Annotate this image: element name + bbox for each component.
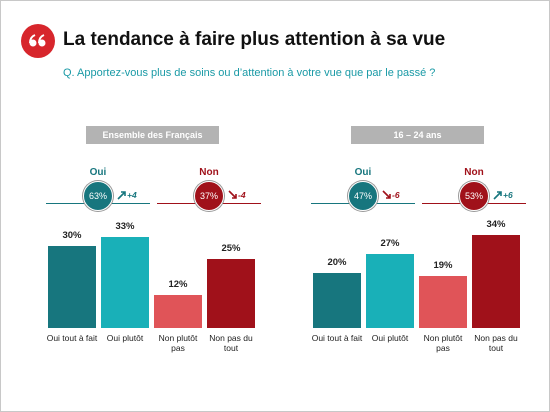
- panel-title: Ensemble des Français: [86, 126, 219, 144]
- value-label: 33%: [115, 221, 135, 233]
- bar: [48, 245, 96, 328]
- summary-badge: 53%: [459, 181, 489, 211]
- change-label: -4: [238, 190, 246, 200]
- bar: [154, 295, 202, 328]
- value-label: 25%: [221, 243, 241, 255]
- category-label: Oui plutôt: [106, 333, 144, 343]
- summary-label: Non: [464, 167, 484, 178]
- bar: [313, 273, 361, 328]
- value-label: 27%: [380, 237, 400, 249]
- value-label: 19%: [433, 259, 453, 271]
- category-label: Oui plutôt: [371, 333, 409, 343]
- category-label: Non pas du tout: [209, 333, 253, 353]
- summary-badge: 47%: [348, 181, 378, 211]
- change-arrow: [382, 190, 391, 199]
- summary-label: Non: [199, 167, 219, 178]
- change-label: +6: [503, 190, 513, 200]
- value-label: 20%: [327, 257, 347, 268]
- bar: [419, 275, 467, 328]
- category-label: Non pas du tout: [474, 333, 518, 353]
- change-arrow: [228, 190, 237, 199]
- panel-title: 16 – 24 ans: [351, 126, 484, 144]
- category-label: Oui tout à fait: [46, 333, 98, 343]
- category-label: Oui tout à fait: [311, 333, 363, 343]
- bar: [472, 234, 520, 328]
- change-arrow: [493, 191, 502, 200]
- value-label: 12%: [168, 279, 188, 290]
- summary-badge: 37%: [194, 181, 224, 211]
- change-label: -6: [392, 190, 400, 200]
- value-label: 30%: [62, 229, 82, 241]
- question: Q. Apportez-vous plus de soins ou d’atte…: [63, 67, 436, 79]
- value-label: 34%: [486, 218, 506, 230]
- bar: [366, 253, 414, 328]
- change-label: +4: [127, 190, 137, 200]
- bar: [101, 237, 149, 328]
- summary-label: Oui: [89, 167, 107, 178]
- bar: [207, 259, 255, 328]
- change-arrow: [117, 191, 126, 200]
- title: La tendance à faire plus attention à sa …: [63, 29, 446, 50]
- category-label: Non plutôt pas: [158, 333, 198, 353]
- category-label: Non plutôt pas: [423, 333, 463, 353]
- summary-badge: 63%: [83, 181, 113, 211]
- quote-icon: [21, 24, 55, 58]
- summary-label: Oui: [354, 167, 372, 178]
